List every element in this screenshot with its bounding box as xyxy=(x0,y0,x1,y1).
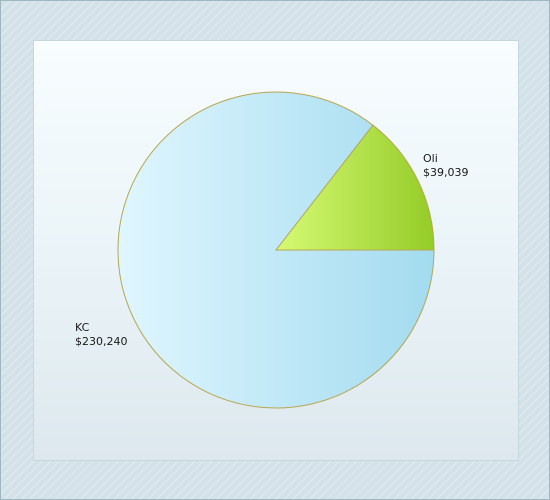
slice-label-kc: KC xyxy=(75,321,90,334)
slice-value-kc: $230,240 xyxy=(75,335,128,348)
slice-label-oli: Oli xyxy=(423,152,438,165)
slice-value-oli: $39,039 xyxy=(423,166,469,179)
pie-slice-oli[interactable] xyxy=(274,124,435,251)
pie-slice-kc[interactable] xyxy=(117,91,435,409)
